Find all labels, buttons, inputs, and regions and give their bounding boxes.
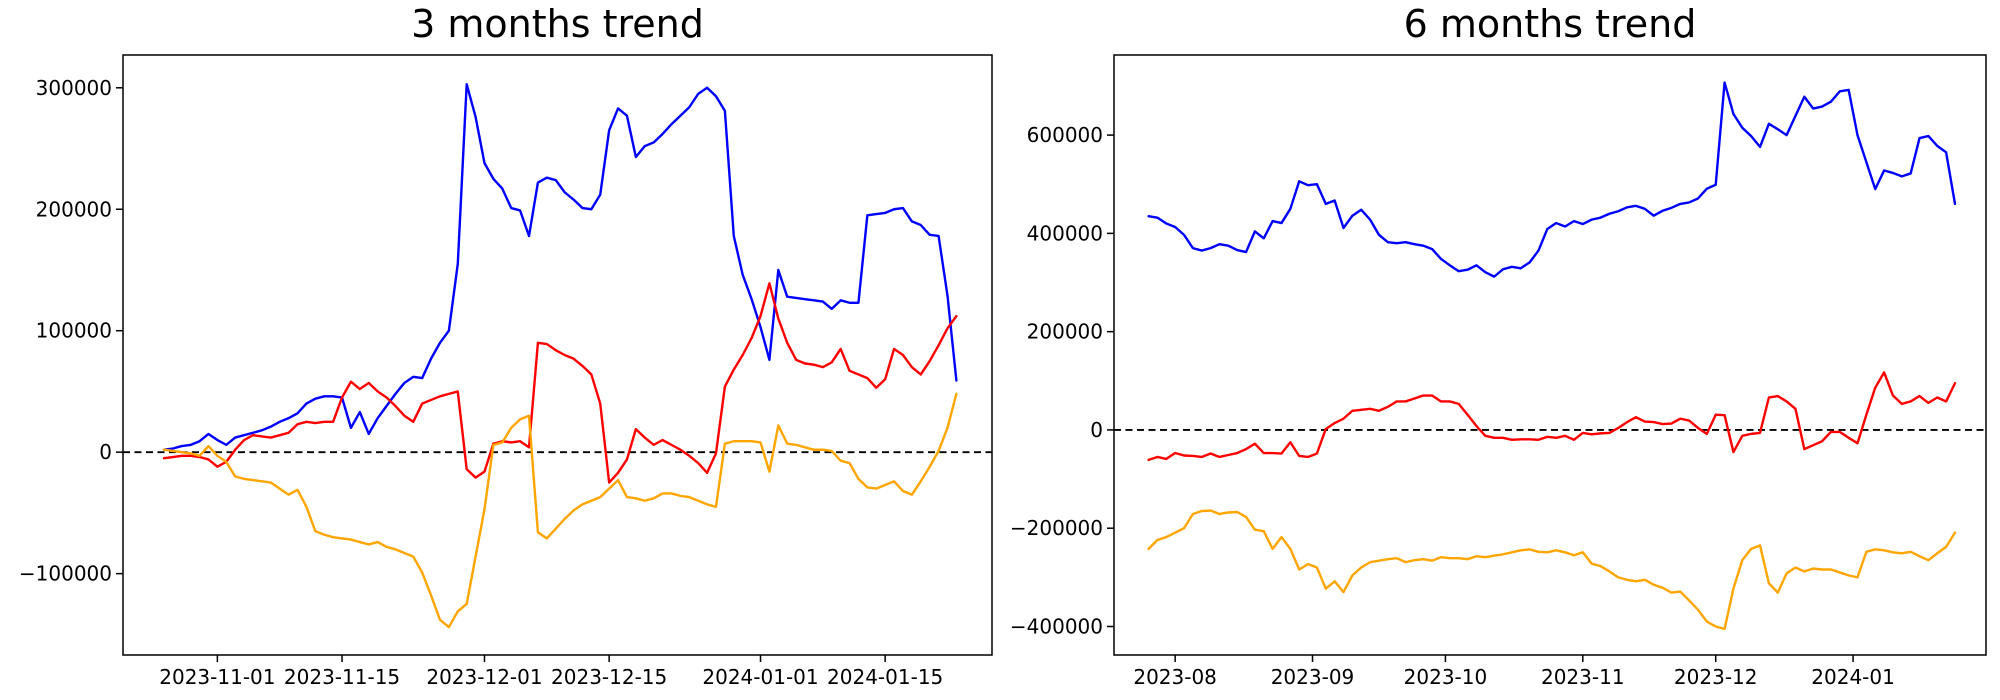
x-axis: 2023-08 2023-09 2023-10 2023-11 2023-12 2024-… [1133,655,1895,689]
x-tick-label: 2023-10 [1404,665,1488,689]
y-tick-label: 0 [1090,418,1103,442]
x-tick-label: 2023-12 [1674,665,1758,689]
series-line-orange [162,392,958,629]
x-tick-label: 2024-01-15 [827,665,943,689]
x-tick-label: 2023-11-15 [284,665,400,689]
series-line-blue [162,82,958,451]
y-tick-label: −200000 [1010,516,1103,540]
x-tick-label: 2023-12-15 [551,665,667,689]
y-tick-label: −400000 [1010,614,1103,638]
x-tick-label: 2023-11-01 [159,665,275,689]
axes-frame [1113,54,1987,656]
series-line-orange [1147,509,1957,631]
series-line-red [162,282,958,484]
series-line-red [1147,371,1957,462]
y-tick-label: 200000 [1027,320,1103,344]
x-axis: 2023-11-01 2023-11-15 2023-12-01 2023-12-15… [159,655,943,689]
y-tick-label: 600000 [1027,123,1103,147]
x-tick-label: 2024-01-01 [702,665,818,689]
y-tick-label: 300000 [36,76,112,100]
y-tick-label: 200000 [36,197,112,221]
x-tick-label: 2023-12-01 [426,665,542,689]
x-tick-label: 2024-01 [1811,665,1895,689]
x-tick-label: 2023-09 [1271,665,1355,689]
x-tick-label: 2023-08 [1133,665,1217,689]
y-axis: 600000 400000 200000 0 −200000 −400000 [1010,123,1114,638]
chart-title-3-months: 3 months trend [411,2,704,46]
y-axis: 300000 200000 100000 0 −100000 [19,76,123,586]
series-line-blue [1147,81,1957,278]
chart-title-6-months: 6 months trend [1403,2,1697,46]
x-tick-label: 2023-11 [1541,665,1625,689]
y-tick-label: 0 [99,440,112,464]
y-tick-label: 400000 [1027,221,1103,245]
y-tick-label: −100000 [19,562,112,586]
axes-frame [122,54,993,656]
y-tick-label: 100000 [36,319,112,343]
